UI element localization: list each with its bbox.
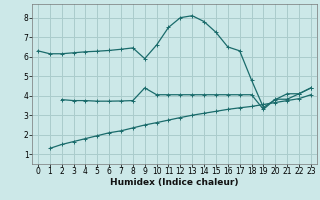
X-axis label: Humidex (Indice chaleur): Humidex (Indice chaleur) (110, 178, 239, 187)
